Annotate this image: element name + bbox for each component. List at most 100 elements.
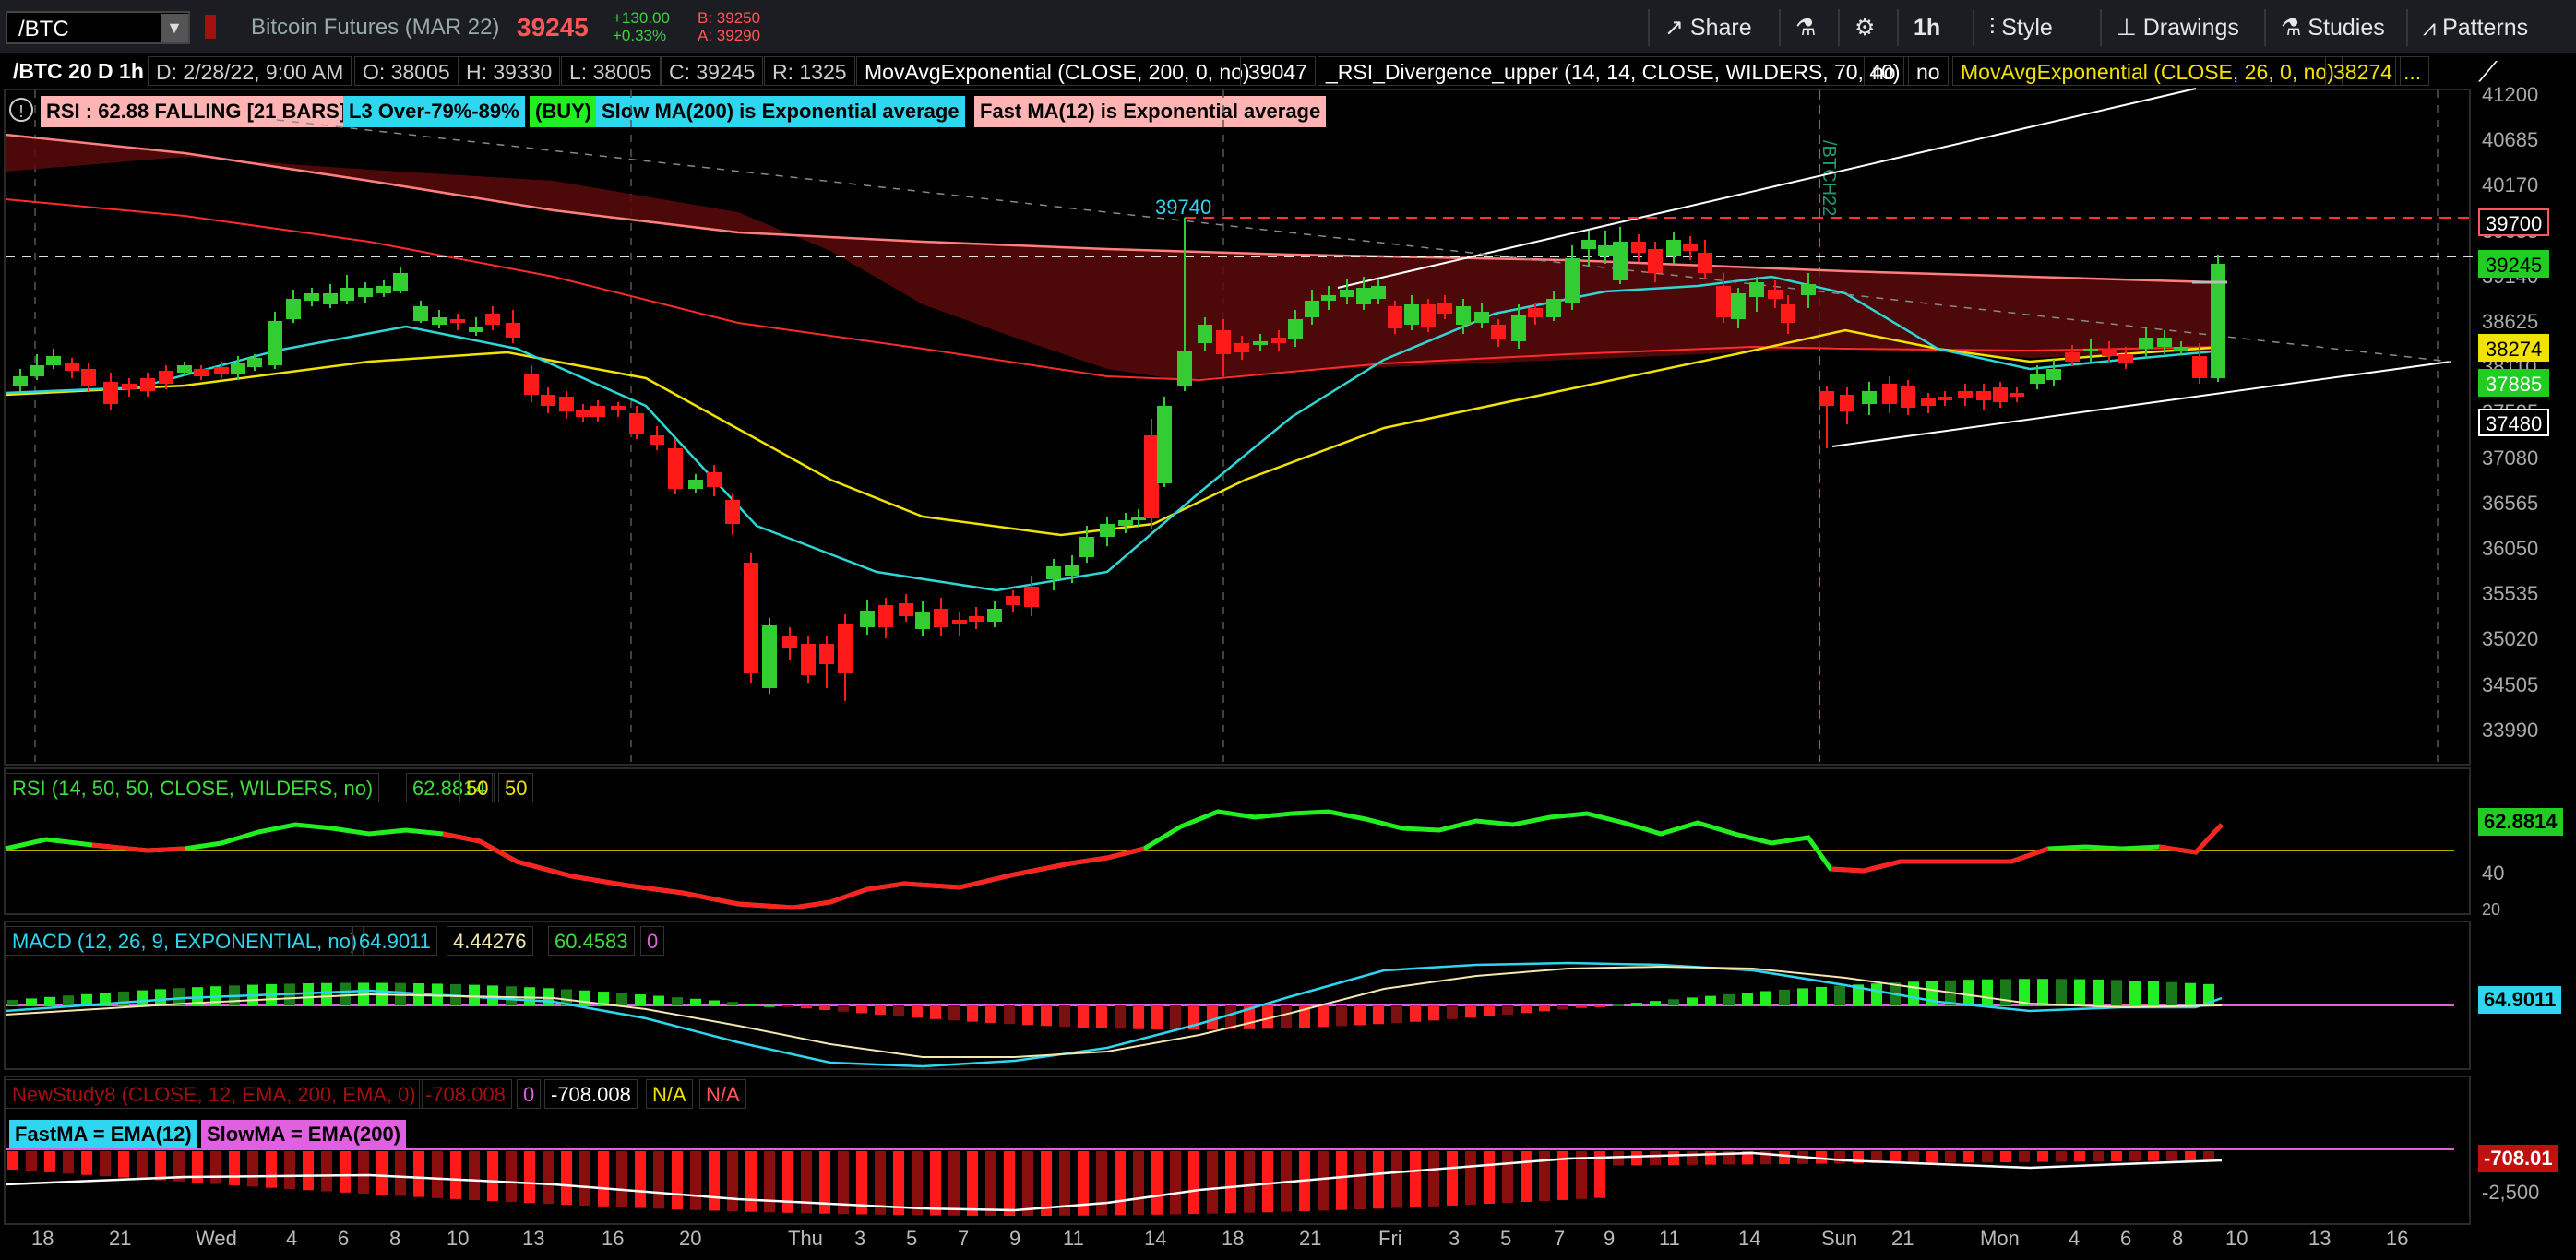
time-axis-label: 21 xyxy=(1891,1227,1914,1250)
time-axis-label: 20 xyxy=(679,1227,702,1250)
price-axis-label: 37080 xyxy=(2482,446,2539,470)
newstudy-value-tag: -708.01 xyxy=(2478,1145,2558,1172)
chart-id: /BTC 20 D 1h xyxy=(13,59,144,83)
price-tag: 39700 xyxy=(2478,208,2550,236)
price-axis-label: 35020 xyxy=(2482,627,2539,651)
time-axis-label: 4 xyxy=(2069,1227,2081,1250)
newstudy-v2: 0 xyxy=(517,1079,542,1109)
macd-diff: 60.4583 xyxy=(548,926,635,956)
style-icon: ⫶ xyxy=(1989,15,1996,41)
bid-ask: B: 39250 A: 39290 xyxy=(698,9,760,44)
link-color-icon[interactable] xyxy=(205,15,216,39)
ema26-label[interactable]: MovAvgExponential (CLOSE, 26, 0, no) xyxy=(1952,56,2343,86)
draw-tool-icon[interactable]: ⟋ xyxy=(2478,57,2498,88)
price-tag: 39245 xyxy=(2478,250,2550,278)
time-axis-label: 10 xyxy=(2225,1227,2248,1250)
time-axis-label: 10 xyxy=(447,1227,470,1250)
info-icon[interactable]: ! xyxy=(9,98,33,122)
change-value: +130.00 xyxy=(613,9,670,27)
rsi-overbought: 50 xyxy=(459,773,495,802)
rsi-value-tag: 62.8814 xyxy=(2478,808,2563,836)
price-tag: 38274 xyxy=(2478,334,2550,362)
timeframe-label: 1h xyxy=(1914,15,1941,41)
time-axis-label: 9 xyxy=(1604,1227,1616,1250)
time-axis-label: Sun xyxy=(1821,1227,1858,1250)
patterns-button[interactable]: ⩘ Patterns xyxy=(2406,9,2572,46)
macd-avg: 4.44276 xyxy=(447,926,533,956)
rsi-pane[interactable] xyxy=(4,767,2471,915)
bar-open: O: 38005 xyxy=(354,56,459,86)
price-tag: 37885 xyxy=(2478,369,2550,397)
time-axis-label: 21 xyxy=(109,1227,132,1250)
time-axis-label: 13 xyxy=(522,1227,545,1250)
more-studies[interactable]: ... xyxy=(2395,56,2430,86)
fast-ma-label: Fast MA(12) is Exponential average xyxy=(974,96,1327,127)
top-toolbar: /BTC ▼ Bitcoin Futures (MAR 22) 39245 +1… xyxy=(0,0,2576,55)
timeframe-button[interactable]: 1h xyxy=(1897,9,1971,46)
settings-button[interactable]: ⚙ xyxy=(1838,9,1895,46)
bid-value: B: 39250 xyxy=(698,9,761,27)
bar-range: R: 1325 xyxy=(764,56,855,86)
macd-pane[interactable] xyxy=(4,921,2471,1070)
study-info-row: /BTC 20 D 1h D: 2/28/22, 9:00 AM O: 3800… xyxy=(0,53,2576,89)
rsi-divergence-label[interactable]: _RSI_Divergence_upper (14, 14, CLOSE, WI… xyxy=(1318,56,1909,86)
studies-button[interactable]: ⚗ Studies xyxy=(2264,9,2404,46)
newstudy-v3: -708.008 xyxy=(544,1079,638,1109)
flask-icon: ⚗ xyxy=(1795,15,1817,41)
time-axis-label: Fri xyxy=(1378,1227,1402,1250)
time-axis-label: 14 xyxy=(1738,1227,1761,1250)
macd-header[interactable]: MACD (12, 26, 9, EXPONENTIAL, no) xyxy=(6,926,364,956)
price-axis-label: 40170 xyxy=(2482,173,2539,197)
time-axis-label: 4 xyxy=(286,1227,298,1250)
studies-icon: ⚗ xyxy=(2281,15,2302,41)
price-axis-label: 34505 xyxy=(2482,672,2539,696)
time-axis-label: 3 xyxy=(854,1227,866,1250)
time-axis-label: 8 xyxy=(2172,1227,2184,1250)
price-axis-label: 36565 xyxy=(2482,491,2539,515)
price-axis-label: 40685 xyxy=(2482,128,2539,152)
time-axis-label: 11 xyxy=(1063,1227,1084,1250)
time-axis-label: 8 xyxy=(389,1227,401,1250)
change-percent: +0.33% xyxy=(613,27,667,44)
chevron-down-icon[interactable]: ▼ xyxy=(161,14,188,42)
time-axis-label: 7 xyxy=(958,1227,970,1250)
drawings-button[interactable]: ⊥ Drawings xyxy=(2100,9,2262,46)
time-axis-label: 3 xyxy=(1449,1227,1461,1250)
newstudy-axis-2500: -2,500 xyxy=(2482,1181,2540,1204)
newstudy-header[interactable]: NewStudy8 (CLOSE, 12, EMA, 200, EMA, 0) xyxy=(6,1079,423,1109)
price-pane[interactable] xyxy=(4,89,2471,766)
symbol-input[interactable]: /BTC xyxy=(6,11,190,44)
price-axis-label: 38625 xyxy=(2482,310,2539,333)
rsi-divergence-no1: no xyxy=(1864,56,1904,86)
drawings-label: Drawings xyxy=(2142,15,2239,41)
share-icon: ↗ xyxy=(1664,15,1684,41)
time-axis-label: 14 xyxy=(1144,1227,1167,1250)
rsi-axis-20: 20 xyxy=(2482,900,2501,919)
bar-date: D: 2/28/22, 9:00 AM xyxy=(148,56,352,86)
newstudy-pane[interactable] xyxy=(4,1076,2471,1225)
studies-label: Studies xyxy=(2308,15,2385,41)
style-label: Style xyxy=(2001,15,2053,41)
flask-button[interactable]: ⚗ xyxy=(1779,9,1836,46)
time-axis-label: 5 xyxy=(1500,1227,1512,1250)
bar-high: H: 39330 xyxy=(458,56,561,86)
price-tag: 37480 xyxy=(2478,409,2550,436)
newstudy-v1: -708.008 xyxy=(419,1079,512,1109)
ema26-value: 38274 xyxy=(2325,56,2401,86)
instrument-description: Bitcoin Futures (MAR 22) xyxy=(251,15,500,40)
style-button[interactable]: ⫶ Style xyxy=(1973,9,2098,46)
time-axis-label: 6 xyxy=(2120,1227,2132,1250)
share-button[interactable]: ↗ Share xyxy=(1648,9,1777,46)
time-axis-label: Thu xyxy=(788,1227,823,1250)
drawings-icon: ⊥ xyxy=(2117,15,2137,41)
rsi-header[interactable]: RSI (14, 50, 50, CLOSE, WILDERS, no) xyxy=(6,773,380,802)
ema200-label[interactable]: MovAvgExponential (CLOSE, 200, 0, no) xyxy=(856,56,1258,86)
last-price: 39245 xyxy=(517,13,589,42)
time-axis-label: 7 xyxy=(1554,1227,1566,1250)
ema200-value: 39047 xyxy=(1240,56,1316,86)
macd-zero: 0 xyxy=(640,926,665,956)
time-axis-label: Wed xyxy=(196,1227,237,1250)
newstudy-v5: N/A xyxy=(699,1079,746,1109)
macd-value: 64.9011 xyxy=(352,926,437,956)
time-axis-label: 16 xyxy=(602,1227,625,1250)
